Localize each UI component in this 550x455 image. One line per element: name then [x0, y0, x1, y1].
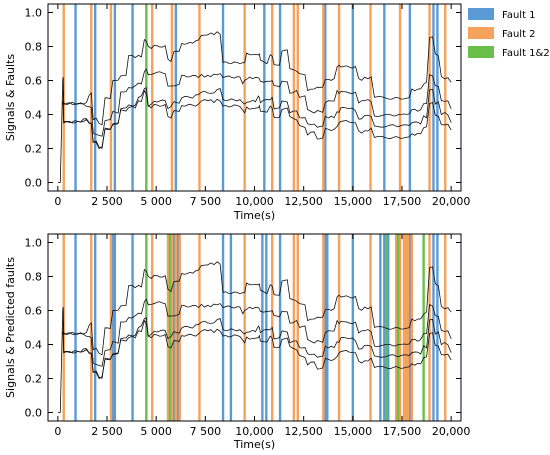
x-tick-label: 0 [54, 195, 61, 208]
legend-swatch-fault2 [468, 27, 494, 39]
y-tick-label: 0.2 [25, 373, 43, 386]
signal-line-3 [62, 317, 452, 380]
x-tick-label: 5 000 [140, 425, 172, 438]
y-axis-label: Signals & Predicted faults [4, 257, 17, 398]
legend-label-fault2: Fault 2 [502, 29, 536, 40]
signal-line-4 [62, 319, 452, 379]
x-tick-label: 20,000 [432, 195, 471, 208]
y-tick-label: 0.2 [25, 143, 43, 156]
y-tick-label: 0.0 [25, 407, 43, 420]
signal-line-1 [57, 261, 452, 413]
signal-line-1 [57, 31, 452, 183]
x-tick-label: 7 500 [190, 425, 222, 438]
signal-line-2 [62, 68, 452, 137]
y-tick-label: 0.6 [25, 75, 43, 88]
x-tick-label: 2 500 [91, 195, 123, 208]
top-chart: 0 2 500 5 000 7 500 10,000 12,500 15,000 17,500… [4, 3, 471, 222]
legend-label-fault12: Fault 1&2 [502, 48, 550, 59]
x-tick-label: 7 500 [190, 195, 222, 208]
legend-swatch-fault1 [468, 8, 494, 20]
y-tick-label: 0.4 [25, 109, 43, 122]
y-tick-label: 1.0 [25, 7, 43, 20]
x-tick-label: 15,000 [334, 425, 373, 438]
x-tick-label: 10,000 [235, 195, 274, 208]
x-axis-label: Time(s) [233, 209, 275, 222]
legend: Fault 1 Fault 2 Fault 1&2 [468, 8, 550, 59]
legend-swatch-fault12 [468, 46, 494, 58]
y-tick-label: 0.4 [25, 339, 43, 352]
signal-line-2 [62, 298, 452, 367]
bottom-chart: 0 2 500 5 000 7 500 10,000 12,500 15,000 17,500… [4, 233, 471, 451]
y-tick-label: 0.8 [25, 41, 43, 54]
x-tick-label: 15,000 [334, 195, 373, 208]
y-tick-label: 1.0 [25, 237, 43, 250]
y-tick-label: 0.0 [25, 177, 43, 190]
x-tick-label: 5 000 [140, 195, 172, 208]
x-axis-label: Time(s) [233, 438, 275, 451]
signal-line-3 [62, 87, 452, 150]
x-tick-label: 10,000 [235, 425, 274, 438]
x-tick-label: 0 [54, 425, 61, 438]
signal-line-4 [62, 89, 452, 149]
x-tick-label: 20,000 [432, 425, 471, 438]
x-tick-label: 17,500 [383, 195, 422, 208]
x-tick-label: 17,500 [383, 425, 422, 438]
y-tick-label: 0.6 [25, 305, 43, 318]
y-axis-label: Signals & Faults [4, 54, 17, 141]
x-tick-label: 12,500 [284, 425, 323, 438]
x-tick-label: 2 500 [91, 425, 123, 438]
legend-label-fault1: Fault 1 [502, 10, 536, 21]
y-tick-label: 0.8 [25, 271, 43, 284]
x-tick-label: 12,500 [284, 195, 323, 208]
